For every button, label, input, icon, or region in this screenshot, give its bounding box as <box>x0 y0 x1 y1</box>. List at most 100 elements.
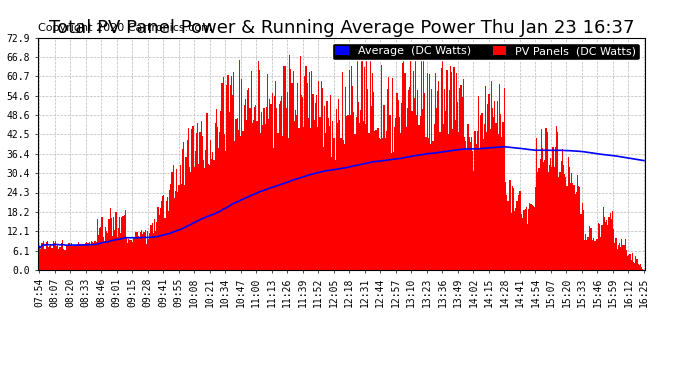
Bar <box>84 245 85 270</box>
Bar <box>641 267 642 270</box>
Bar <box>618 244 619 270</box>
Bar <box>181 184 182 270</box>
Bar <box>140 232 141 270</box>
Bar <box>306 83 308 270</box>
Bar <box>296 115 297 270</box>
Bar <box>394 128 395 270</box>
Bar <box>59 248 61 270</box>
Bar <box>205 150 206 270</box>
Bar <box>310 128 311 270</box>
Bar <box>518 195 519 270</box>
Bar <box>127 243 128 270</box>
Bar <box>489 129 491 270</box>
Bar <box>364 67 365 270</box>
Bar <box>441 68 442 270</box>
Bar <box>629 254 631 270</box>
Bar <box>274 96 275 270</box>
Bar <box>237 118 238 270</box>
Bar <box>309 72 310 270</box>
Bar <box>470 142 471 270</box>
Bar <box>524 209 526 270</box>
Bar <box>609 217 610 270</box>
Bar <box>357 53 358 270</box>
Bar <box>346 116 347 270</box>
Bar <box>99 228 100 270</box>
Bar <box>485 86 486 270</box>
Bar <box>193 167 195 270</box>
Bar <box>639 265 640 270</box>
Bar <box>509 180 511 270</box>
Bar <box>548 172 549 270</box>
Bar <box>125 210 126 270</box>
Bar <box>598 223 599 270</box>
Bar <box>513 188 514 270</box>
Bar <box>120 233 121 270</box>
Bar <box>527 224 528 270</box>
Bar <box>301 95 302 270</box>
Bar <box>592 240 593 270</box>
Bar <box>569 167 570 270</box>
Bar <box>183 142 184 270</box>
Bar <box>540 159 541 270</box>
Bar <box>347 115 348 270</box>
Bar <box>284 66 286 270</box>
Bar <box>337 123 338 270</box>
Bar <box>561 161 562 270</box>
Legend: Average  (DC Watts), PV Panels  (DC Watts): Average (DC Watts), PV Panels (DC Watts) <box>332 43 640 60</box>
Bar <box>299 56 301 270</box>
Bar <box>491 81 492 270</box>
Bar <box>231 75 232 270</box>
Bar <box>497 134 499 270</box>
Bar <box>219 132 220 270</box>
Bar <box>85 243 86 270</box>
Bar <box>50 244 51 270</box>
Bar <box>287 93 288 270</box>
Bar <box>81 244 83 270</box>
Bar <box>342 72 343 270</box>
Bar <box>216 109 217 270</box>
Bar <box>430 144 431 270</box>
Bar <box>186 140 188 270</box>
Bar <box>42 243 43 270</box>
Bar <box>395 118 396 270</box>
Bar <box>360 110 362 270</box>
Bar <box>40 249 41 270</box>
Bar <box>246 120 247 270</box>
Bar <box>628 255 629 270</box>
Bar <box>303 128 304 270</box>
Bar <box>402 63 404 270</box>
Bar <box>191 129 193 270</box>
Bar <box>589 226 590 270</box>
Bar <box>175 191 176 270</box>
Bar <box>298 128 299 270</box>
Bar <box>411 111 413 270</box>
Bar <box>124 215 125 270</box>
Bar <box>635 256 636 270</box>
Bar <box>291 83 293 270</box>
Bar <box>501 137 502 270</box>
Bar <box>75 246 76 270</box>
Bar <box>392 78 393 270</box>
Bar <box>514 211 515 270</box>
Title: Total PV Panel Power & Running Average Power Thu Jan 23 16:37: Total PV Panel Power & Running Average P… <box>49 20 634 38</box>
Bar <box>477 131 478 270</box>
Bar <box>169 189 170 270</box>
Bar <box>331 157 333 270</box>
Bar <box>235 119 237 270</box>
Bar <box>520 191 521 270</box>
Bar <box>400 133 401 270</box>
Bar <box>277 133 279 270</box>
Bar <box>571 172 572 270</box>
Bar <box>242 131 244 270</box>
Bar <box>393 152 394 270</box>
Bar <box>323 147 324 270</box>
Bar <box>455 120 456 270</box>
Bar <box>606 220 607 270</box>
Bar <box>387 89 388 270</box>
Bar <box>141 230 142 270</box>
Bar <box>176 169 177 270</box>
Bar <box>156 222 157 270</box>
Bar <box>611 219 612 270</box>
Bar <box>155 231 156 270</box>
Bar <box>250 71 252 270</box>
